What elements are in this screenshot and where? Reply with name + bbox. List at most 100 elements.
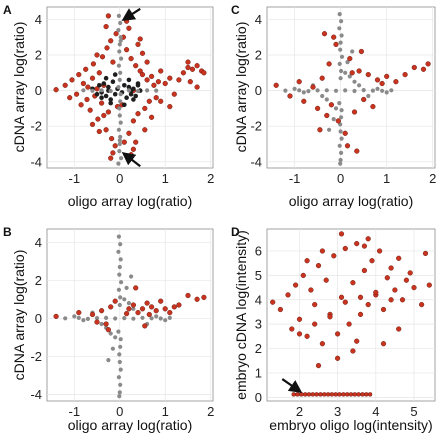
panel-b-point-red — [167, 310, 173, 316]
panel-c-point-gray — [283, 88, 288, 93]
panel-b-point-gray — [126, 301, 131, 306]
panel-a-point-red_cloud — [73, 91, 80, 97]
panel-b-point-gray — [117, 359, 122, 365]
panel-d-point-bottom_row — [337, 392, 342, 397]
panel-b-point-red — [158, 298, 164, 304]
panel-d-xlabel: embryo oligo log(intensity) — [269, 417, 432, 433]
panel-a-point-dark_core — [126, 77, 132, 83]
panel-a-point-gray_axis — [126, 88, 131, 93]
panel-a-point-dark_core — [126, 84, 132, 90]
panel-a-point-red_cloud — [137, 36, 143, 42]
panel-d-point-red_cloud — [373, 289, 379, 296]
panel-c-point-gray — [339, 115, 344, 120]
panel-a-point-red_cloud — [84, 96, 90, 103]
panel-d-ytick-label: 5 — [255, 268, 262, 283]
panel-d-point-red_cloud — [422, 250, 429, 257]
panel-d-point-red_cloud — [342, 299, 348, 305]
panel-d-point-red_cloud — [308, 287, 314, 293]
panel-a-label: A — [3, 3, 12, 17]
panel-b-point-gray — [117, 264, 122, 270]
panel-a-point-red_cloud — [104, 45, 110, 51]
panel-a-point-red_cloud — [98, 100, 105, 106]
panel-d-point-red_cloud — [338, 294, 345, 300]
panel-d-point-bottom_row — [322, 392, 327, 397]
panel-d-ytick-label: 3 — [255, 317, 262, 332]
panel-d-point-red_cloud — [403, 277, 410, 283]
panel-b-point-red — [112, 298, 118, 304]
panel-b-point-gray — [104, 315, 109, 320]
panel-a-point-red_cloud — [85, 84, 91, 90]
panel-c-point-gray — [338, 157, 343, 163]
panel-c-point-gray — [361, 88, 366, 93]
panel-b-point-gray — [117, 394, 122, 399]
panel-c-point-red — [358, 48, 365, 55]
panel-d-point-red_cloud — [335, 355, 341, 361]
panel-d-point-red_cloud — [350, 348, 356, 354]
panel-c-point-gray — [301, 90, 306, 95]
panel-a-point-red_cloud — [108, 38, 114, 44]
panel-d-point-red_cloud — [304, 258, 310, 264]
panel-a-point-red_cloud — [135, 41, 141, 48]
panel-a-point-red_cloud — [67, 95, 73, 101]
panel-c-point-red — [374, 77, 381, 83]
panel-a-point-gray_axis — [116, 13, 121, 18]
panel-c-point-gray — [337, 61, 342, 66]
panel-d-point-bottom_row — [303, 392, 308, 397]
panel-b-point-gray — [110, 346, 115, 351]
panel-a-point-red_cloud — [135, 111, 141, 117]
panel-a-point-gray_axis — [118, 120, 123, 125]
panel-a-point-gray_axis — [118, 134, 123, 139]
panel-a-point-red_cloud — [130, 118, 137, 124]
panel-c-point-red — [321, 31, 328, 37]
panel-a-point-red_cloud — [69, 77, 75, 83]
panel-b-point-red — [201, 294, 207, 301]
panel-a-point-gray_axis — [116, 127, 121, 132]
panel-b-point-red — [105, 327, 112, 333]
panel-a-point-red_cloud — [128, 152, 134, 158]
panel-b-point-gray — [149, 316, 154, 321]
panel-d-point-red_cloud — [399, 297, 406, 303]
panel-a-point-gray_axis — [118, 92, 123, 97]
panel-b-point-gray — [118, 257, 123, 262]
panel-a-point-red_cloud — [185, 64, 191, 71]
panel-d-point-red_cloud — [396, 326, 402, 332]
panel-a-point-red_cloud — [108, 155, 114, 161]
panel-d: D embryo oligo log(intensity) embryo cDN… — [231, 225, 436, 433]
panel-a-xtick-label: 0 — [116, 171, 123, 186]
panel-b-point-gray — [118, 344, 123, 349]
panel-b-xtick-label: 1 — [162, 404, 169, 419]
panel-c-point-gray — [339, 136, 344, 141]
panel-a-point-red_cloud — [101, 112, 107, 119]
panel-d-point-red_cloud — [315, 263, 322, 269]
panel-a-point-gray_axis — [135, 88, 141, 94]
panel-c-ytick-label: 2 — [255, 48, 262, 63]
panel-a-point-red_cloud — [103, 24, 109, 30]
panel-d-point-red_cloud — [388, 265, 394, 271]
panel-a-point-red_cloud — [123, 47, 130, 53]
panel-b-xtick-label: 2 — [207, 404, 214, 419]
panel-c-point-red — [420, 66, 427, 72]
panel-a-point-dark_core — [97, 83, 102, 88]
panel-d-point-bottom_row — [314, 392, 319, 397]
panel-c-point-red — [331, 34, 337, 40]
panel-a-point-gray_axis — [119, 156, 124, 161]
panel-a-point-red_cloud — [144, 77, 150, 83]
panel-d-plot-area — [266, 228, 436, 402]
panel-b-point-gray — [85, 316, 90, 321]
panel-a-point-red_cloud — [89, 75, 96, 81]
panel-d-point-red_cloud — [289, 326, 295, 332]
panel-a-point-red_cloud — [142, 105, 148, 112]
panel-a-point-gray_axis — [117, 49, 122, 54]
panel-a-ytick-label: -4 — [30, 154, 42, 169]
panel-d-point-red_cloud — [346, 321, 352, 327]
panel-c-point-gray — [338, 161, 343, 166]
panel-a-point-gray_axis — [118, 99, 123, 104]
panel-d-point-red_cloud — [277, 306, 284, 313]
panel-b-point-gray — [63, 316, 68, 321]
panel-a-point-red_cloud — [78, 102, 84, 108]
panel-b-point-red — [171, 304, 177, 310]
panel-c-point-red — [393, 79, 399, 85]
panel-d-point-red_cloud — [300, 272, 306, 279]
panel-c-point-red — [365, 71, 371, 78]
panel-b-ytick-label: 2 — [35, 273, 42, 288]
